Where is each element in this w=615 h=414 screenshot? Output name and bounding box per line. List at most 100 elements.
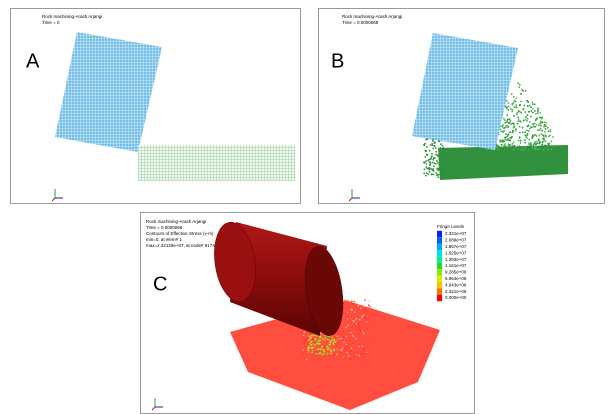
particle <box>361 317 363 319</box>
particle <box>539 129 541 131</box>
particle <box>359 334 361 336</box>
fringe-swatch <box>437 237 442 243</box>
particle <box>361 351 363 353</box>
particle <box>513 145 515 147</box>
particle <box>504 143 506 145</box>
particle <box>529 121 531 123</box>
particle <box>323 351 325 353</box>
particle <box>364 299 366 301</box>
particle <box>341 352 343 354</box>
particle <box>442 147 444 149</box>
particle <box>500 130 502 132</box>
particle <box>527 105 529 107</box>
particle <box>322 338 324 340</box>
particle <box>359 328 361 330</box>
particle <box>429 150 431 152</box>
particle <box>503 130 505 132</box>
particle <box>432 148 434 150</box>
particle <box>504 119 506 121</box>
particle <box>538 140 540 142</box>
particle <box>538 125 540 127</box>
particle <box>300 355 302 357</box>
particle <box>527 101 529 103</box>
particle <box>301 333 303 335</box>
particle <box>302 349 304 351</box>
particle <box>349 333 351 335</box>
particle <box>547 127 549 129</box>
fringe-swatch <box>437 263 442 269</box>
particle <box>308 351 310 353</box>
particle <box>504 122 506 124</box>
particle <box>347 342 349 344</box>
fringe-swatch <box>437 231 442 237</box>
particle <box>507 126 509 128</box>
particle <box>532 108 534 110</box>
particle <box>308 339 310 341</box>
particle <box>537 142 539 144</box>
particle <box>356 323 358 325</box>
particle <box>319 352 321 354</box>
particle <box>351 300 353 302</box>
particle <box>352 334 354 336</box>
particle <box>423 162 425 164</box>
particle <box>536 141 538 143</box>
particle <box>338 331 340 333</box>
particle <box>333 344 335 346</box>
particle <box>335 337 337 339</box>
particle <box>308 346 310 348</box>
particle <box>323 349 325 351</box>
particle <box>321 354 323 356</box>
particle <box>524 131 526 133</box>
particle <box>534 123 536 125</box>
particle <box>532 149 534 151</box>
particle <box>509 131 511 133</box>
sim-title: Rock machining-Arash Arjangi <box>342 14 402 19</box>
particle <box>522 127 524 129</box>
particle <box>516 113 518 115</box>
particle <box>432 144 434 146</box>
particle <box>510 120 512 122</box>
particle <box>358 346 360 348</box>
particle <box>513 141 515 143</box>
particle <box>528 111 530 113</box>
fringe-title: Fringe Levels <box>437 224 465 229</box>
particle <box>303 342 305 344</box>
particle <box>522 90 524 92</box>
particle <box>540 122 542 124</box>
particle <box>350 358 352 360</box>
particle <box>508 133 510 135</box>
particle <box>323 335 325 337</box>
particle <box>536 117 538 119</box>
particle <box>500 129 502 131</box>
panel-c: C Rock machining-Arash Arjangi Time = 0.… <box>141 213 475 414</box>
particle <box>312 334 314 336</box>
particle <box>544 144 546 146</box>
particle <box>347 345 349 347</box>
particle <box>360 308 362 310</box>
particle <box>532 134 534 136</box>
particle <box>361 345 363 347</box>
particle <box>329 355 331 357</box>
particle <box>430 144 432 146</box>
particle <box>333 339 335 341</box>
particle <box>541 122 543 124</box>
particle <box>315 347 317 349</box>
particle <box>355 338 357 340</box>
particle <box>530 146 532 148</box>
particle <box>520 101 522 103</box>
particle <box>515 98 517 100</box>
particle <box>513 124 515 126</box>
particle <box>515 148 517 150</box>
particle <box>336 345 338 347</box>
particle <box>435 163 437 165</box>
panel-label: B <box>331 50 344 72</box>
particle <box>533 144 535 146</box>
particle <box>552 136 554 138</box>
particle <box>506 114 508 116</box>
particle <box>540 128 542 130</box>
particle <box>302 336 304 338</box>
particle <box>503 145 505 147</box>
particle <box>309 337 311 339</box>
particle <box>349 327 351 329</box>
particle <box>510 108 512 110</box>
